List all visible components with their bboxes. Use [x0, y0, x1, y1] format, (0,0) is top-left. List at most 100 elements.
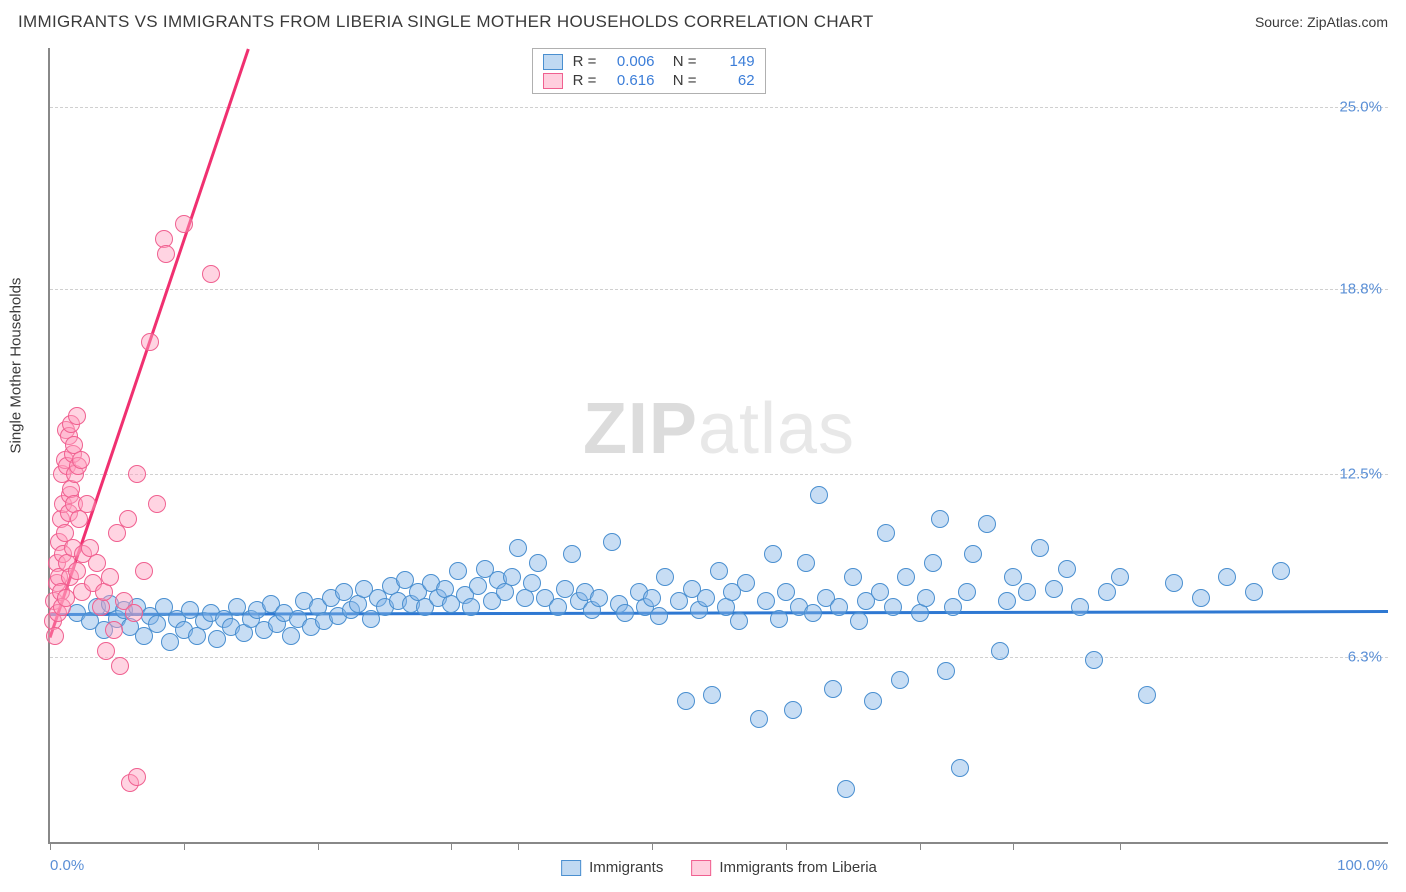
stats-n-label: N = [664, 72, 696, 89]
data-point [764, 545, 782, 563]
data-point [884, 598, 902, 616]
data-point [105, 621, 123, 639]
x-tick [318, 842, 319, 850]
y-tick-label: 25.0% [1339, 98, 1382, 115]
data-point [830, 598, 848, 616]
data-point [937, 662, 955, 680]
legend-item-liberia: Immigrants from Liberia [691, 859, 877, 876]
data-point [469, 577, 487, 595]
legend-swatch-pink [691, 860, 711, 876]
data-point [125, 604, 143, 622]
data-point [111, 657, 129, 675]
data-point [68, 407, 86, 425]
data-point [1085, 651, 1103, 669]
data-point [837, 780, 855, 798]
data-point [864, 692, 882, 710]
gridline [50, 474, 1388, 475]
data-point [523, 574, 541, 592]
stats-legend-box: R = 0.006 N = 149 R = 0.616 N = 62 [532, 48, 766, 94]
stats-row-immigrants: R = 0.006 N = 149 [543, 52, 755, 71]
data-point [810, 486, 828, 504]
y-axis-title: Single Mother Households [8, 278, 25, 454]
y-tick-label: 12.5% [1339, 466, 1382, 483]
data-point [462, 598, 480, 616]
data-point [697, 589, 715, 607]
data-point [202, 265, 220, 283]
data-point [924, 554, 942, 572]
x-tick [920, 842, 921, 850]
x-tick [1013, 842, 1014, 850]
data-point [108, 524, 126, 542]
data-point [877, 524, 895, 542]
data-point [1004, 568, 1022, 586]
data-point [603, 533, 621, 551]
data-point [964, 545, 982, 563]
data-point [148, 495, 166, 513]
data-point [1138, 686, 1156, 704]
x-tick [1120, 842, 1121, 850]
x-tick [786, 842, 787, 850]
swatch-blue [543, 54, 563, 70]
stats-r-label: R = [573, 53, 597, 70]
data-point [175, 215, 193, 233]
data-point [141, 333, 159, 351]
data-point [1218, 568, 1236, 586]
source-label: Source: ZipAtlas.com [1255, 14, 1388, 30]
data-point [784, 701, 802, 719]
data-point [978, 515, 996, 533]
data-point [677, 692, 695, 710]
plot-surface: 6.3% 12.5% 18.8% 25.0% [50, 48, 1388, 842]
stats-row-liberia: R = 0.616 N = 62 [543, 71, 755, 90]
data-point [509, 539, 527, 557]
data-point [503, 568, 521, 586]
data-point [917, 589, 935, 607]
data-point [824, 680, 842, 698]
data-point [128, 768, 146, 786]
chart-area: Single Mother Households ZIPatlas 6.3%12… [48, 48, 1388, 844]
data-point [951, 759, 969, 777]
data-point [958, 583, 976, 601]
data-point [656, 568, 674, 586]
stats-n-value-pink: 62 [707, 72, 755, 89]
data-point [529, 554, 547, 572]
data-point [128, 465, 146, 483]
data-point [737, 574, 755, 592]
data-point [650, 607, 668, 625]
data-point [157, 245, 175, 263]
data-point [844, 568, 862, 586]
stats-n-label: N = [664, 53, 696, 70]
legend-label-pink: Immigrants from Liberia [719, 859, 877, 876]
legend-label-blue: Immigrants [589, 859, 663, 876]
data-point [944, 598, 962, 616]
data-point [1031, 539, 1049, 557]
data-point [750, 710, 768, 728]
data-point [897, 568, 915, 586]
data-point [449, 562, 467, 580]
stats-n-value-blue: 149 [707, 53, 755, 70]
data-point [797, 554, 815, 572]
stats-r-value-blue: 0.006 [606, 53, 654, 70]
gridline [50, 107, 1388, 108]
data-point [643, 589, 661, 607]
chart-title: IMMIGRANTS VS IMMIGRANTS FROM LIBERIA SI… [18, 12, 874, 32]
data-point [1192, 589, 1210, 607]
data-point [998, 592, 1016, 610]
y-tick-label: 18.8% [1339, 281, 1382, 298]
stats-r-value-pink: 0.616 [606, 72, 654, 89]
x-tick [451, 842, 452, 850]
x-axis-min-label: 0.0% [50, 857, 84, 874]
y-tick-label: 6.3% [1348, 648, 1382, 665]
data-point [563, 545, 581, 563]
data-point [72, 451, 90, 469]
gridline [50, 657, 1388, 658]
data-point [78, 495, 96, 513]
data-point [850, 612, 868, 630]
x-tick [518, 842, 519, 850]
data-point [148, 615, 166, 633]
data-point [757, 592, 775, 610]
data-point [68, 562, 86, 580]
data-point [590, 589, 608, 607]
data-point [1245, 583, 1263, 601]
data-point [804, 604, 822, 622]
swatch-pink [543, 73, 563, 89]
